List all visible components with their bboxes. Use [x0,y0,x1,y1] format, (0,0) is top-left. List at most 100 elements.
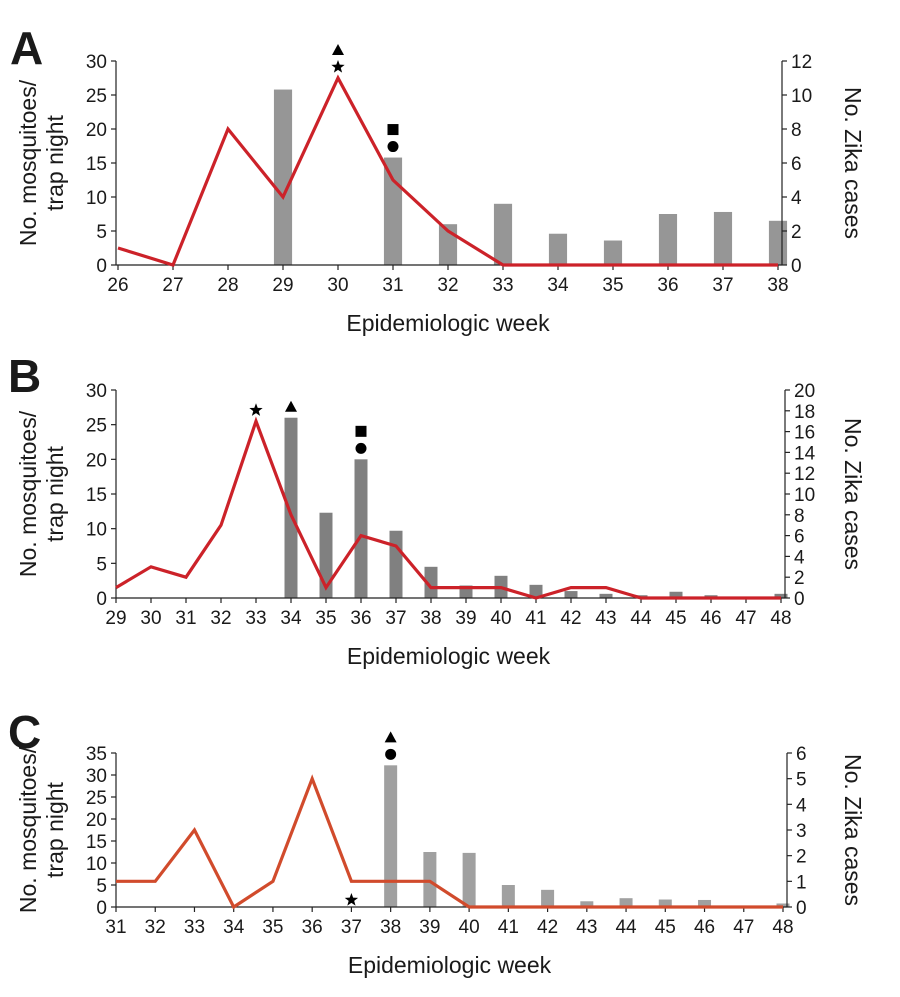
star-marker [344,893,359,906]
x-tick-label: 41 [498,917,519,938]
y-left-tick-label: 30 [86,381,107,402]
x-tick-label: 33 [184,917,205,938]
x-tick-label: 35 [315,608,336,629]
x-tick-label: 48 [770,608,791,629]
x-tick-label: 48 [772,917,793,938]
zika-cases-line [115,416,781,600]
x-tick-label: 38 [767,275,788,296]
mosquito-bar [501,885,515,907]
y-right-tick-label: 6 [791,154,802,175]
mosquito-bar [389,530,403,598]
mosquito-bar [564,591,578,598]
mosquito-bar [354,459,368,598]
x-tick-label: 42 [560,608,581,629]
square-marker [355,425,367,437]
x-tick-label: 35 [602,275,623,296]
triangle-marker [285,400,297,412]
mosquito-bar [493,203,513,265]
y-right-tick-label: 18 [794,402,815,423]
y-left-axis-title: No. mosquitoes/trap night [15,410,68,577]
y-left-tick-label: 20 [86,810,107,831]
y-left-tick-label: 25 [86,416,107,437]
y-right-axis-title: No. Zika cases [840,418,866,570]
y-left-tick-label: 25 [86,788,107,809]
y-right-tick-label: 0 [794,589,805,610]
y-left-tick-label: 10 [86,188,107,209]
y-right-tick-label: 6 [796,744,807,765]
y-left-tick-label: 30 [86,52,107,73]
x-axis-title: Epidemiologic week [347,643,551,669]
x-tick-label: 36 [302,917,323,938]
y-right-tick-label: 6 [794,527,805,548]
y-left-tick-label: 25 [86,86,107,107]
x-tick-label: 32 [210,608,231,629]
y-right-tick-label: 12 [794,464,815,485]
y-left-tick-label: 0 [96,589,107,610]
y-right-tick-label: 0 [791,256,802,277]
x-tick-label: 30 [327,275,348,296]
x-tick-label: 40 [459,917,480,938]
y-left-axis-title: No. mosquitoes/trap night [15,746,68,913]
x-tick-label: 45 [655,917,676,938]
y-right-axis-title: No. Zika cases [840,754,866,906]
triangle-marker [332,44,344,55]
mosquito-bar [384,765,398,907]
mosquito-bar [603,240,623,265]
star-marker [249,403,263,416]
mosquito-bar [529,584,543,598]
mosquito-bar [658,899,672,907]
mosquito-bar [776,903,790,907]
x-tick-label: 42 [537,917,558,938]
y-right-tick-label: 2 [794,568,805,589]
mosquito-bar [658,214,678,265]
x-tick-label: 38 [380,917,401,938]
x-tick-label: 28 [217,275,238,296]
mosquito-bar [599,593,613,598]
y-right-tick-label: 14 [794,443,816,464]
y-left-tick-label: 5 [96,876,107,897]
mosquito-bar [619,898,633,907]
panel-letter: C [8,706,41,758]
mosquito-bar [548,233,568,265]
mosquito-bar [768,220,788,265]
mosquito-bar [319,512,333,598]
y-right-tick-label: 2 [791,222,802,243]
y-right-tick-label: 16 [794,423,815,444]
mosquito-bar [423,852,437,907]
x-tick-label: 37 [712,275,733,296]
x-tick-label: 34 [223,917,245,938]
y-left-tick-label: 10 [86,520,107,541]
mosquito-bar [424,566,438,598]
y-left-tick-label: 10 [86,854,107,875]
y-left-tick-label: 20 [86,120,107,141]
y-left-tick-label: 15 [86,832,107,853]
x-tick-label: 31 [382,275,403,296]
panel-letter: A [10,22,43,74]
y-right-tick-label: 4 [796,795,807,816]
x-tick-label: 37 [341,917,362,938]
mosquito-bar [774,593,788,598]
y-left-tick-label: 0 [96,256,107,277]
y-left-tick-label: 15 [86,154,107,175]
x-tick-label: 29 [272,275,293,296]
x-tick-label: 39 [419,917,440,938]
x-tick-label: 34 [280,608,302,629]
x-tick-label: 32 [437,275,458,296]
y-left-tick-label: 35 [86,744,107,765]
y-right-tick-label: 5 [796,770,807,791]
panel-letter: B [8,350,41,402]
mosquito-bar [580,901,594,907]
y-left-tick-label: 20 [86,450,107,471]
mosquito-bar [462,852,476,907]
circle-marker [385,748,397,760]
x-tick-label: 44 [630,608,652,629]
x-tick-label: 38 [420,608,441,629]
y-right-tick-label: 2 [796,847,807,868]
x-tick-label: 33 [492,275,513,296]
triangle-marker [384,731,397,743]
y-right-tick-label: 4 [794,547,805,568]
y-left-tick-label: 0 [96,898,107,919]
